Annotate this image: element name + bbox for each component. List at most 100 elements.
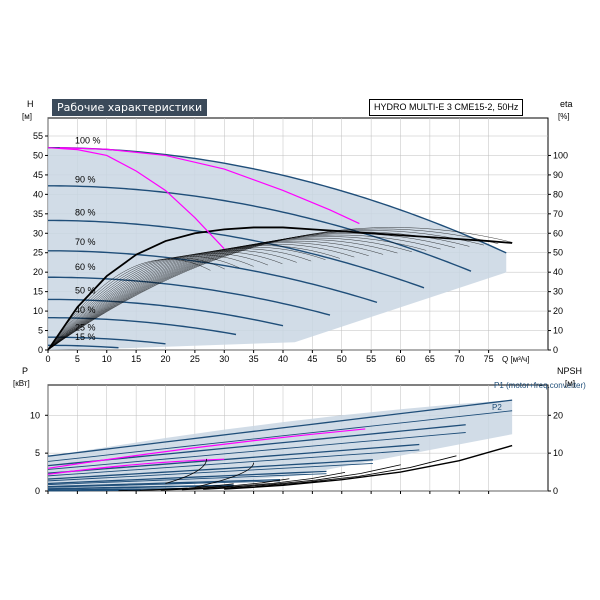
head-curve-50 xyxy=(47,298,284,327)
q-axis-label: Q [м³/ч] xyxy=(502,355,529,364)
eta-curve-thin xyxy=(47,237,412,351)
head-curve-60 xyxy=(47,276,331,316)
h-tick-label: 35 xyxy=(33,209,43,219)
eta-tick-label: 30 xyxy=(553,287,563,297)
eta-curve-thin xyxy=(47,243,355,351)
power-limit-curve xyxy=(47,458,225,475)
eta-axis-label: eta xyxy=(560,99,573,109)
q-tick-label: 55 xyxy=(366,354,376,364)
speed-label: 15 % xyxy=(75,332,96,342)
h-tick-label: 30 xyxy=(33,228,43,238)
eta-tick-label: 50 xyxy=(553,248,563,258)
q-tick-label: 50 xyxy=(337,354,347,364)
eta-curve-thin xyxy=(47,240,384,351)
head-curve-40 xyxy=(47,317,237,336)
power-curve xyxy=(47,478,281,488)
q-tick-label: 15 xyxy=(131,354,141,364)
power-curve xyxy=(47,410,513,462)
eta-tick-label: 0 xyxy=(553,345,558,355)
eta-tick-label: 60 xyxy=(553,228,563,238)
q-tick-label: 45 xyxy=(307,354,317,364)
h-axis-label: H xyxy=(27,99,34,109)
limit-curve-a xyxy=(47,147,225,250)
power-curve xyxy=(47,473,327,486)
eta-curve-thin xyxy=(47,236,427,351)
power-curve xyxy=(47,463,373,482)
power-envelope xyxy=(48,400,513,491)
power-limit-curve xyxy=(47,428,366,469)
eta-curve-main xyxy=(47,226,513,351)
model-label: HYDRO MULTI-E 3 CME15-2, 50Hz xyxy=(369,99,524,116)
p-axis-label: P xyxy=(22,366,28,376)
eta-tick-label: 20 xyxy=(553,306,563,316)
head-curve-80 xyxy=(47,219,425,289)
power-curve xyxy=(47,470,327,485)
power-curve xyxy=(47,432,466,470)
power-curve xyxy=(47,459,373,480)
speed-label: 70 % xyxy=(75,237,96,247)
q-tick-label: 5 xyxy=(75,354,80,364)
head-curve-25 xyxy=(47,336,166,345)
head-envelope xyxy=(48,147,507,350)
p1-series-label: P1 (motor+freq.converter) xyxy=(494,381,586,390)
eta-axis-unit: [%] xyxy=(558,112,570,121)
h-tick-label: 55 xyxy=(33,131,43,141)
h-tick-label: 45 xyxy=(33,170,43,180)
eta-curve-thin xyxy=(47,231,470,351)
eta-curve-thin xyxy=(47,245,341,351)
limit-curve-b xyxy=(59,147,360,225)
npsh-curve-thin xyxy=(118,483,234,492)
eta-curve-thin xyxy=(47,248,312,351)
npsh-hook-curve xyxy=(165,458,208,484)
npsh-tick-label: 10 xyxy=(553,448,563,458)
power-curve xyxy=(47,443,420,474)
speed-label: 40 % xyxy=(75,305,96,315)
eta-curve-thin xyxy=(47,228,499,351)
eta-curve-thin xyxy=(47,227,513,351)
speed-label: 100 % xyxy=(75,136,101,146)
npsh-curve xyxy=(224,444,513,490)
p-tick-label: 10 xyxy=(30,410,40,420)
eta-tick-label: 90 xyxy=(553,170,563,180)
eta-tick-label: 40 xyxy=(553,267,563,277)
npsh-axis-unit: [м] xyxy=(565,379,575,388)
h-tick-label: 5 xyxy=(38,326,43,336)
speed-label: 80 % xyxy=(75,208,96,218)
speed-label: 90 % xyxy=(75,175,96,185)
h-tick-label: 10 xyxy=(33,306,43,316)
npsh-curve-thin xyxy=(203,455,457,490)
npsh-curve-thin xyxy=(181,464,401,491)
p-tick-label: 5 xyxy=(35,448,40,458)
eta-tick-label: 80 xyxy=(553,189,563,199)
q-tick-label: 65 xyxy=(425,354,435,364)
power-curve xyxy=(47,424,466,467)
eta-curve-thin xyxy=(47,242,369,351)
q-tick-label: 30 xyxy=(219,354,229,364)
h-axis-unit: [м] xyxy=(22,112,32,121)
p-tick-label: 0 xyxy=(35,486,40,496)
h-tick-label: 15 xyxy=(33,287,43,297)
eta-curve-thin xyxy=(47,233,456,351)
eta-curve-thin xyxy=(47,230,484,351)
eta-tick-label: 100 xyxy=(553,150,568,160)
npsh-hook-curve xyxy=(194,462,255,488)
q-tick-label: 75 xyxy=(484,354,494,364)
head-curve-90 xyxy=(47,185,472,272)
power-curve xyxy=(47,480,281,488)
npsh-tick-label: 0 xyxy=(553,486,558,496)
h-tick-label: 40 xyxy=(33,189,43,199)
h-tick-label: 0 xyxy=(38,345,43,355)
head-curve-15 xyxy=(47,344,119,349)
q-tick-label: 40 xyxy=(278,354,288,364)
speed-label: 25 % xyxy=(75,322,96,332)
p2-series-label: P2 xyxy=(492,403,502,412)
h-tick-label: 20 xyxy=(33,267,43,277)
eta-curve-thin xyxy=(47,249,297,351)
power-curve xyxy=(47,449,420,477)
eta-tick-label: 70 xyxy=(553,209,563,219)
eta-curve-thin xyxy=(47,234,441,351)
eta-curve-thin xyxy=(47,259,211,351)
eta-curve-thin xyxy=(47,246,326,351)
chart-title: Рабочие характеристики xyxy=(52,99,208,116)
